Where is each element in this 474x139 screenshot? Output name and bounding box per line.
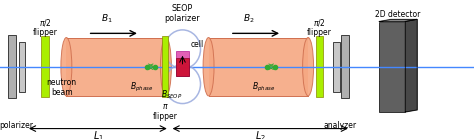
Polygon shape xyxy=(405,19,417,112)
Text: $\pi$
flipper: $\pi$ flipper xyxy=(153,102,177,121)
Text: $L_2$: $L_2$ xyxy=(255,129,266,139)
Bar xyxy=(66,38,166,96)
Bar xyxy=(316,36,323,97)
Text: $B_2$: $B_2$ xyxy=(243,13,255,25)
Bar xyxy=(18,42,25,92)
Polygon shape xyxy=(379,19,417,22)
Text: $B_{SEOP}$: $B_{SEOP}$ xyxy=(161,88,182,101)
Text: SEOP
polarizer: SEOP polarizer xyxy=(164,4,201,23)
Text: analyzer: analyzer xyxy=(324,121,357,130)
Text: $L_1$: $L_1$ xyxy=(92,129,104,139)
Bar xyxy=(209,38,308,96)
Text: $B_1$: $B_1$ xyxy=(101,13,112,25)
Bar xyxy=(379,22,405,112)
Text: 2D detector: 2D detector xyxy=(375,10,421,19)
Bar xyxy=(41,36,49,97)
Bar xyxy=(176,58,189,76)
Text: cell: cell xyxy=(191,40,204,49)
Text: polarizer: polarizer xyxy=(0,121,33,130)
Bar xyxy=(162,36,168,97)
Bar xyxy=(341,35,349,98)
Text: $B_{phase}$: $B_{phase}$ xyxy=(130,81,153,94)
Bar xyxy=(8,35,16,98)
Text: $\pi/2$
flipper: $\pi/2$ flipper xyxy=(33,17,57,37)
Text: neutron
beam: neutron beam xyxy=(46,78,77,97)
Text: $B_{phase}$: $B_{phase}$ xyxy=(252,81,274,94)
Text: $\pi/2$
flipper: $\pi/2$ flipper xyxy=(307,17,332,37)
Ellipse shape xyxy=(302,38,314,96)
Ellipse shape xyxy=(160,38,172,96)
Ellipse shape xyxy=(61,38,72,96)
Bar xyxy=(176,51,189,76)
Bar xyxy=(333,42,339,92)
Ellipse shape xyxy=(203,38,214,96)
